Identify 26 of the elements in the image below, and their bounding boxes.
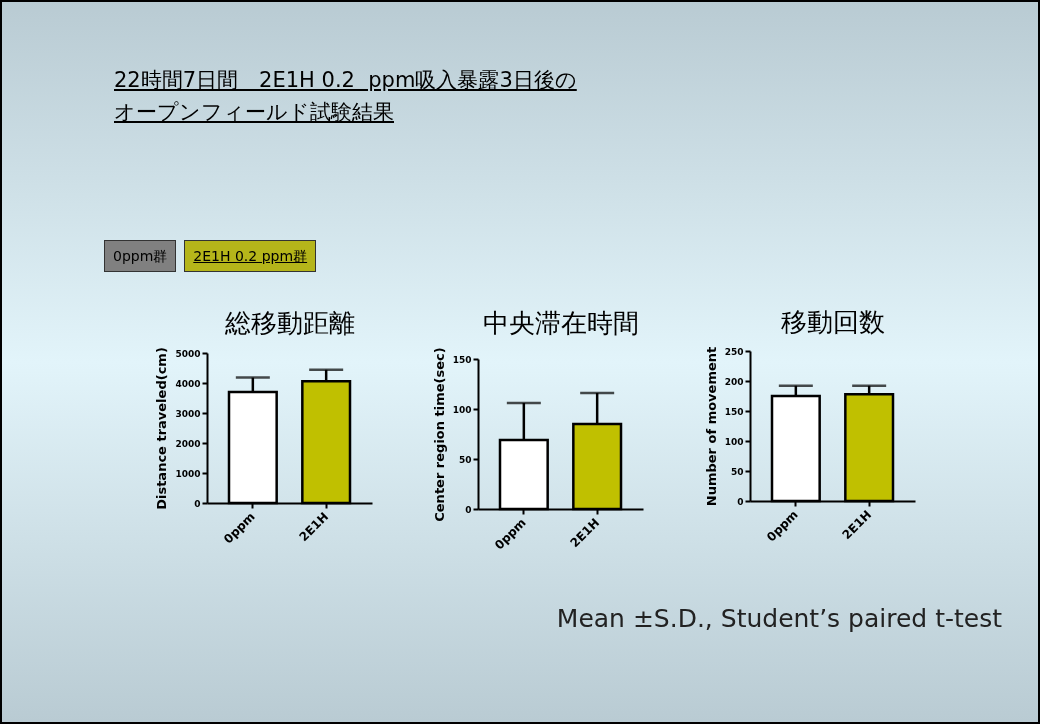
y-tick-label: 200	[724, 376, 744, 387]
y-tick-label: 50	[730, 466, 744, 477]
y-tick-label: 0	[465, 504, 472, 515]
text: 0ppm群	[104, 240, 177, 272]
y-axis-title: Distance traveled(cm)	[154, 347, 170, 510]
y-tick-label: 250	[724, 346, 744, 357]
y-tick-label: 50	[458, 454, 472, 465]
y-tick-label: 100	[452, 404, 472, 415]
y-tick-label: 3000	[175, 408, 201, 419]
y-tick-label: 2000	[175, 438, 201, 449]
y-tick-label: 0	[194, 498, 201, 509]
y-axis-title: Number of movement	[703, 346, 719, 507]
y-tick-label: 5000	[175, 348, 201, 359]
y-tick-label: 4000	[175, 378, 201, 389]
y-tick-label: 150	[724, 406, 744, 417]
chart-title: 中央滞在時間	[482, 307, 639, 338]
y-tick-label: 100	[724, 436, 744, 447]
y-axis-title: Center region time(sec)	[431, 347, 447, 522]
text: Mean ±S.D., Student’s paired t-test	[556, 604, 1002, 633]
y-tick-label: 150	[452, 354, 472, 365]
y-tick-label: 0	[737, 496, 744, 507]
y-tick-label: 1000	[175, 468, 201, 479]
chart-title: 移動回数	[780, 307, 885, 338]
chart-title: 総移動距離	[223, 307, 355, 338]
text: 22時間7日間 2E1H 0.2 ppm吸入暴露3日後のオープンフィールド試験結果	[114, 68, 577, 124]
text: 2E1H 0.2 ppm群	[184, 240, 317, 272]
